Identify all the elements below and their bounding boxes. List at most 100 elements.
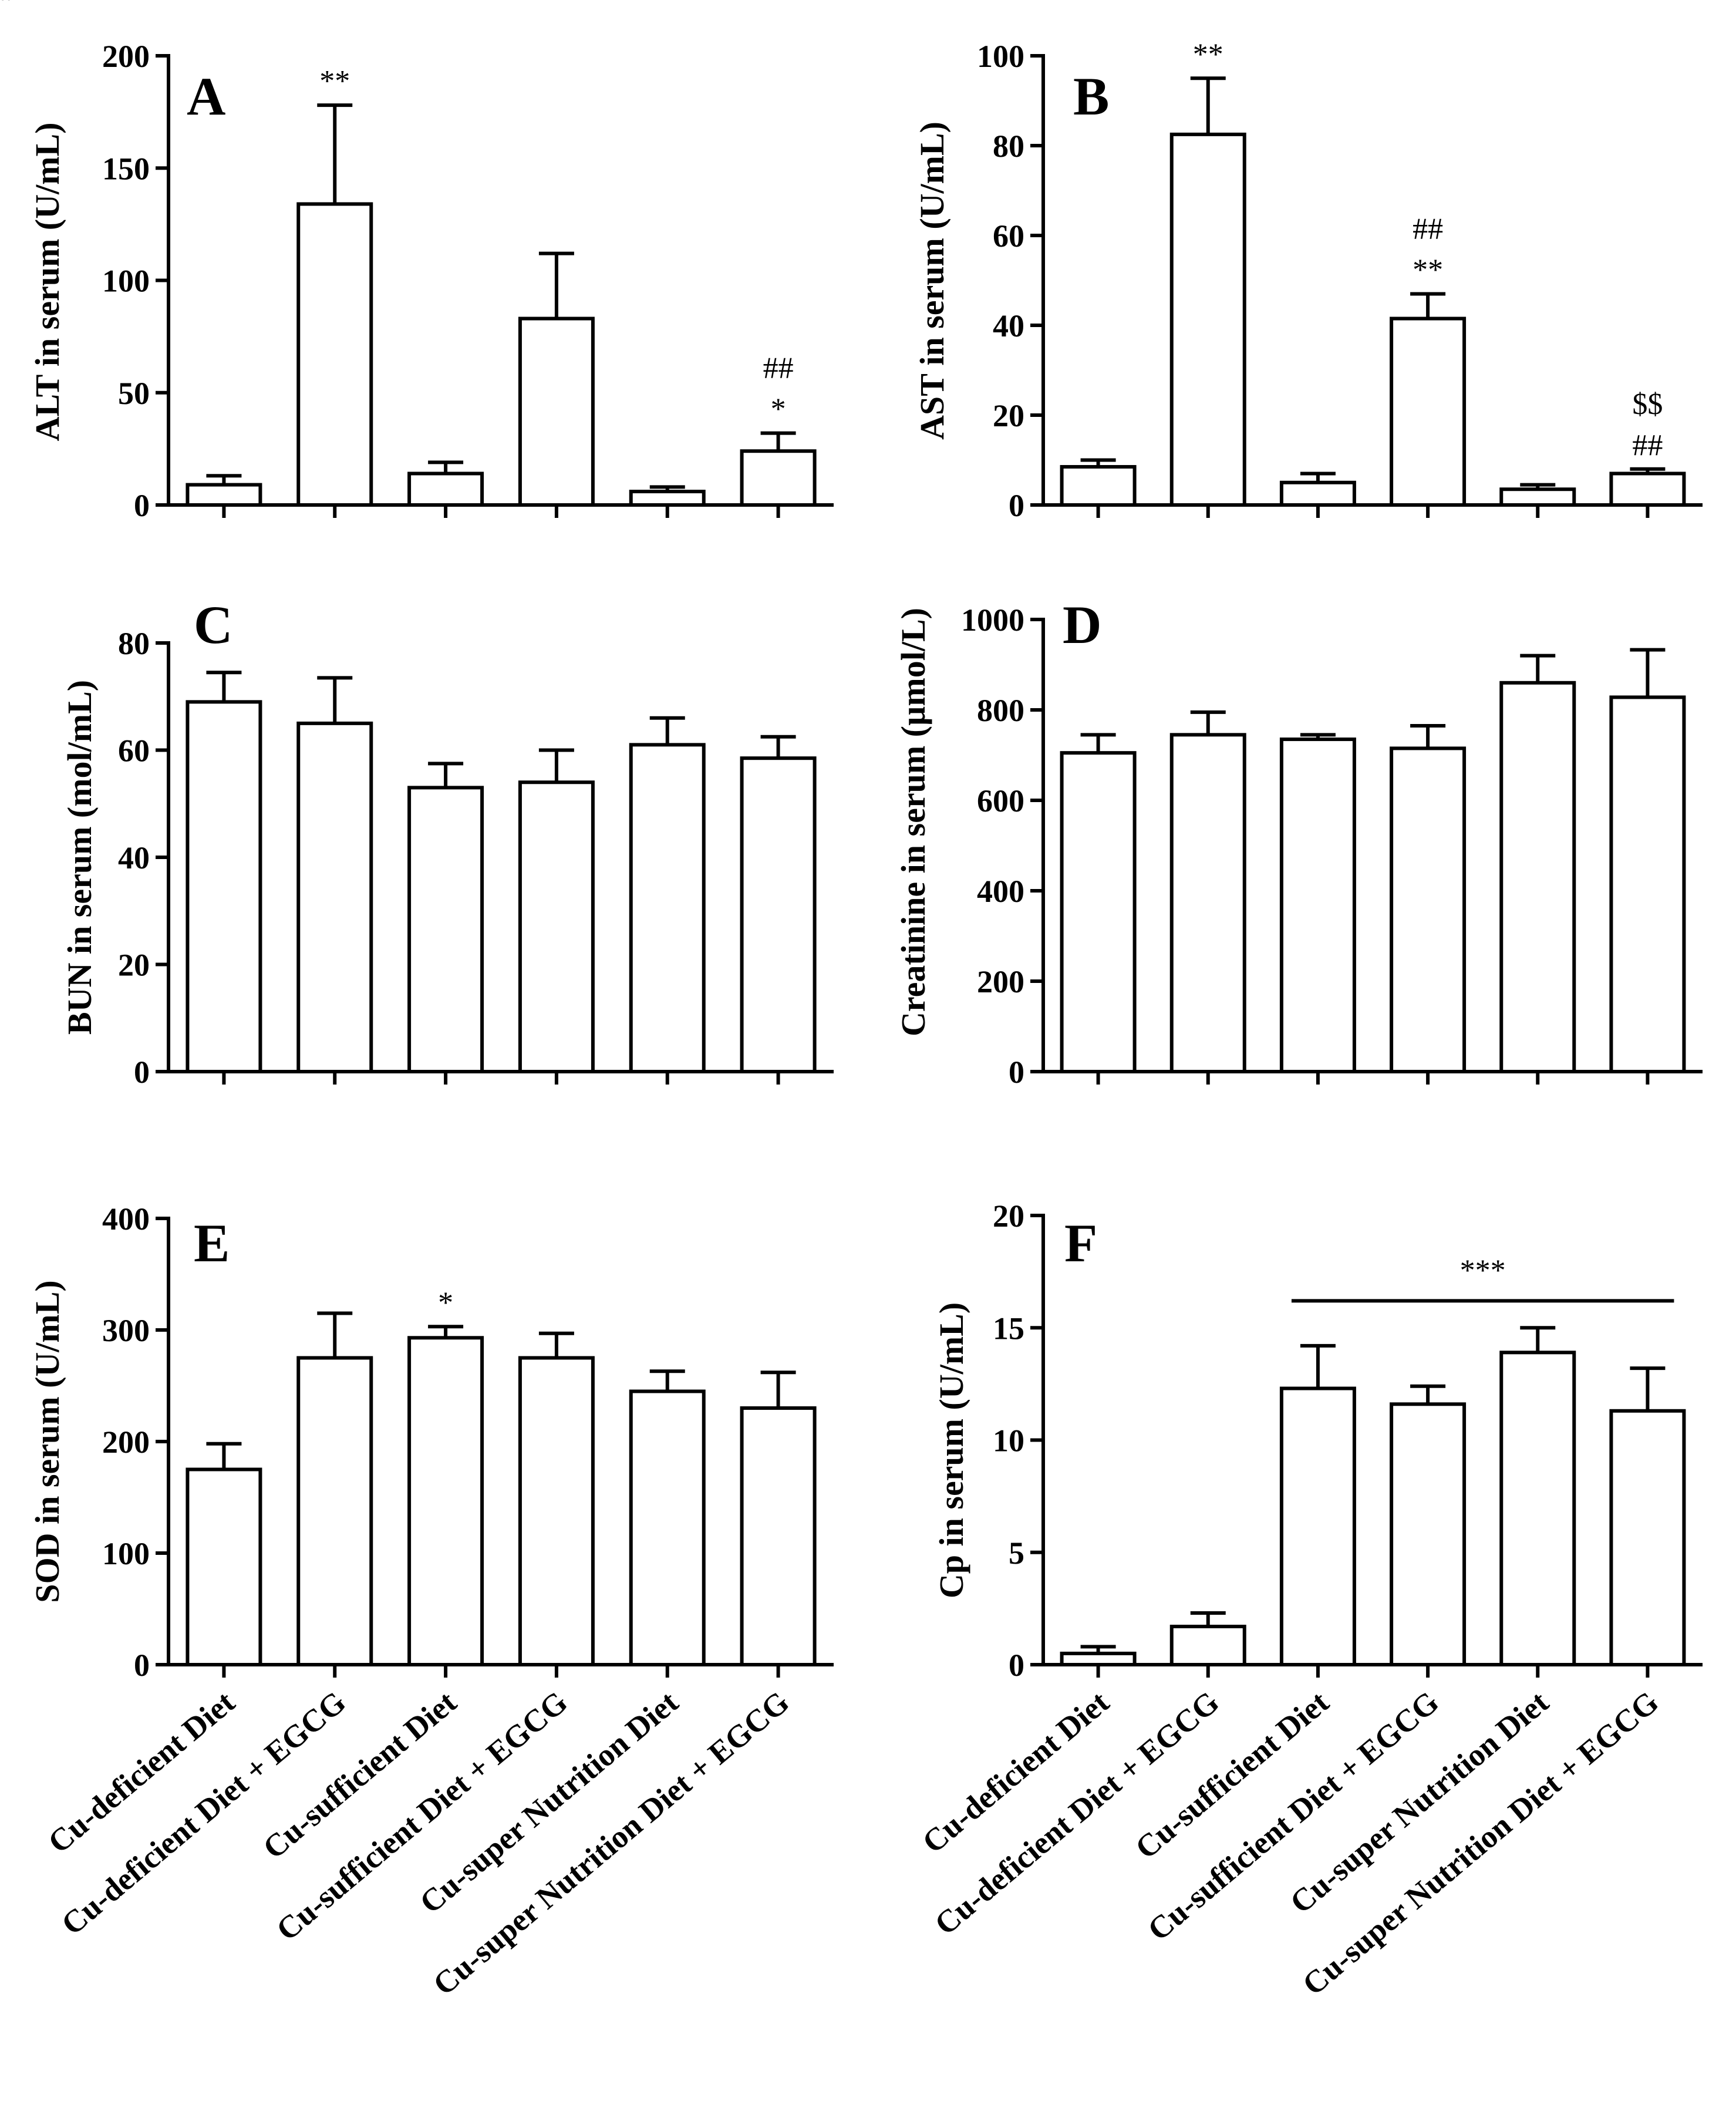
y-tick-label: 50 [118, 376, 150, 411]
bar [629, 1389, 706, 1666]
panel-b: B AST in serum (U/mL) 0 20 40 60 80 100 ** ** ##… [913, 38, 1703, 523]
y-axis-label: SOD in serum (U/mL) [28, 1280, 66, 1602]
y-tick-label: 60 [993, 218, 1024, 254]
y-tick-label: 0 [1009, 1648, 1024, 1683]
y-tick-label: 150 [102, 151, 150, 186]
bar [518, 780, 595, 1073]
panel-letter: C [194, 595, 232, 655]
significance-label: * [771, 393, 786, 426]
y-tick-label: 0 [134, 1055, 150, 1090]
bar [186, 700, 262, 1073]
bar [1279, 480, 1356, 507]
bar [407, 1336, 484, 1667]
bar [1499, 1351, 1576, 1666]
y-tick-label: 20 [993, 1198, 1024, 1234]
x-tick-label: Cu-sufficient Diet [257, 1684, 463, 1865]
panel-letter: B [1073, 66, 1109, 126]
bar [1169, 132, 1246, 507]
bar [1169, 733, 1246, 1073]
bar [1060, 464, 1137, 507]
bar [186, 1467, 262, 1666]
y-axis-label: AST in serum (U/mL) [913, 122, 951, 440]
y-tick-label: 40 [118, 840, 150, 875]
y-axis-label: Cp in serum (U/mL) [932, 1302, 970, 1598]
y-tick-label: 5 [1009, 1535, 1024, 1571]
y-tick-label: 20 [993, 398, 1024, 433]
bar [407, 786, 484, 1073]
x-tick-label: Cu-deficient Diet [916, 1684, 1116, 1860]
bar [186, 483, 262, 507]
y-tick-label: 60 [118, 733, 150, 769]
bar [1609, 695, 1686, 1073]
bar [629, 743, 706, 1073]
x-tick-label: Cu-deficient Diet [41, 1684, 241, 1860]
y-tick-label: 20 [118, 948, 150, 983]
bar [1279, 1386, 1356, 1666]
panel-d: D Creatinine in serum (µmol/L) 0 200 400 60… [894, 595, 1703, 1090]
bar [518, 316, 595, 507]
y-tick-label: 200 [102, 39, 150, 74]
bar [1609, 1409, 1686, 1666]
bar [296, 721, 373, 1073]
y-tick-label: 0 [1009, 1055, 1024, 1090]
significance-label: ** [1413, 253, 1443, 287]
y-tick-label: 0 [1009, 488, 1024, 523]
bar [1060, 1651, 1137, 1666]
bar [296, 202, 373, 507]
y-tick-label: 200 [977, 964, 1024, 999]
y-tick-label: 800 [977, 693, 1024, 728]
panel-letter: D [1063, 595, 1101, 655]
bar [1609, 472, 1686, 507]
y-axis-label: ALT in serum (U/mL) [28, 122, 66, 441]
y-tick-label: 0 [134, 488, 150, 523]
significance-label: ## [1413, 212, 1443, 245]
y-tick-label: 80 [993, 129, 1024, 164]
panel-letter: F [1064, 1213, 1097, 1273]
y-axis-label: BUN in serum (mol/mL) [60, 680, 99, 1035]
bar [740, 449, 817, 507]
significance-label: ## [1632, 429, 1663, 462]
y-tick-label: 15 [993, 1311, 1024, 1346]
significance-label: *** [1460, 1254, 1506, 1287]
y-tick-label: 100 [977, 39, 1024, 74]
significance-label: $$ [1632, 388, 1663, 421]
bar [740, 1406, 817, 1666]
y-tick-label: 600 [977, 783, 1024, 819]
panel-letter: A [187, 66, 225, 126]
y-tick-label: 10 [993, 1423, 1024, 1459]
significance-label: ## [763, 352, 794, 385]
y-tick-label: 400 [977, 874, 1024, 909]
y-tick-label: 80 [118, 626, 150, 661]
panel-f: F Cp in serum (U/mL) 0 5 10 15 20 Cu-deficien… [916, 1198, 1703, 2002]
bar [629, 490, 706, 507]
bar [1499, 681, 1576, 1074]
y-tick-label: 100 [102, 1536, 150, 1571]
bar [1390, 1402, 1467, 1667]
bar [1279, 738, 1356, 1074]
bar [1390, 746, 1467, 1073]
panel-e: E SOD in serum (U/mL) 0 100 200 300 400 Cu-de… [28, 1201, 834, 2002]
significance-label: ** [1193, 38, 1223, 71]
panel-c: C BUN in serum (mol/mL) 0 20 40 60 80 [60, 595, 834, 1090]
significance-label: ** [0, 0, 15, 7]
y-tick-label: 1000 [961, 602, 1024, 638]
significance-label: ## [0, 0, 15, 7]
y-tick-label: 400 [102, 1201, 150, 1237]
y-tick-label: 100 [102, 264, 150, 299]
bar [1390, 316, 1467, 507]
bar [407, 472, 484, 507]
y-tick-label: 0 [134, 1648, 150, 1683]
bar [518, 1356, 595, 1666]
bar [1169, 1624, 1246, 1667]
bar [1060, 751, 1137, 1073]
y-tick-label: 40 [993, 308, 1024, 344]
x-tick-label: Cu-sufficient Diet [1128, 1684, 1335, 1865]
y-axis-label: Creatinine in serum (µmol/L) [894, 608, 932, 1036]
bar [740, 756, 817, 1073]
y-tick-label: 300 [102, 1313, 150, 1348]
bar [1499, 487, 1576, 507]
significance-label: * [438, 1286, 453, 1319]
panel-a: A ALT in serum (U/mL) 050100150200***##*… [0, 0, 834, 523]
panel-letter: E [194, 1213, 230, 1273]
